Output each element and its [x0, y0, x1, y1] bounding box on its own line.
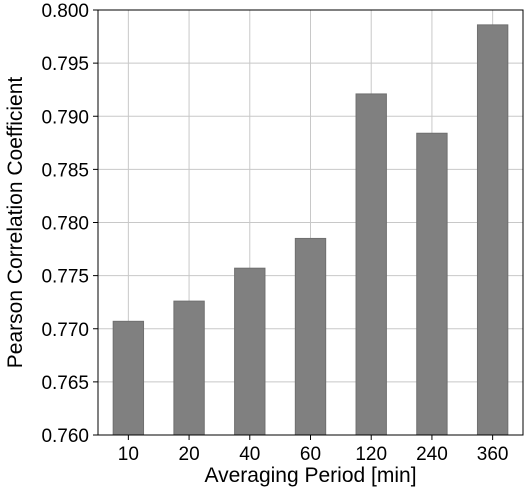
x-tick-label: 10 [118, 444, 139, 465]
y-tick-label: 0.765 [41, 373, 89, 394]
bar-360 [476, 24, 509, 436]
bar-10 [112, 320, 145, 436]
x-axis-ticks: 10 20 40 60 120 240 360 [118, 435, 509, 465]
x-tick-label: 20 [179, 444, 200, 465]
bars [112, 24, 509, 436]
y-tick-label: 0.770 [41, 320, 89, 341]
bar-240 [416, 132, 448, 436]
bar-20 [173, 300, 205, 436]
y-tick-label: 0.800 [41, 1, 89, 22]
bar-120 [355, 93, 387, 436]
bar-60 [294, 237, 327, 436]
x-tick-label: 360 [477, 444, 509, 465]
x-axis-label: Averaging Period [min] [204, 464, 416, 487]
x-tick-label: 120 [355, 444, 387, 465]
x-tick-label: 40 [239, 444, 260, 465]
y-tick-label: 0.795 [41, 54, 89, 75]
y-axis-ticks: 0.760 0.765 0.770 0.775 0.780 0.785 0.790 0.795… [41, 1, 98, 447]
y-tick-label: 0.760 [41, 426, 89, 447]
x-tick-label: 240 [416, 444, 448, 465]
y-tick-label: 0.785 [41, 160, 89, 181]
bar-40 [234, 267, 266, 436]
y-tick-label: 0.775 [41, 267, 89, 288]
x-tick-label: 60 [300, 444, 321, 465]
y-tick-label: 0.780 [41, 214, 89, 235]
y-axis-label: Pearson Correlation Coefficient [4, 77, 27, 369]
y-tick-label: 0.790 [41, 107, 89, 128]
